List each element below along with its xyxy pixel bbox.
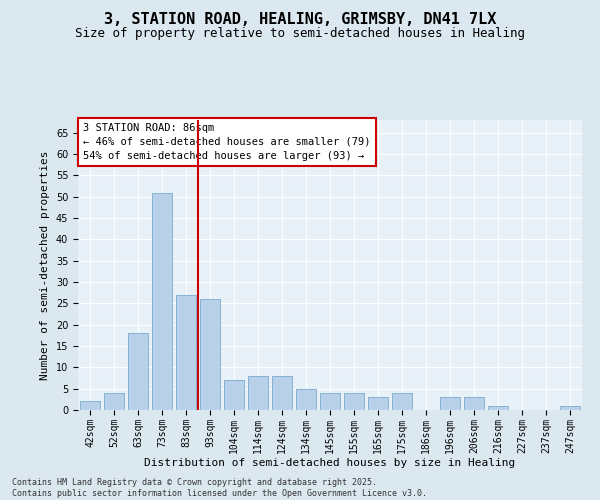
Bar [200, 299, 220, 410]
Bar [488, 406, 508, 410]
Bar [320, 393, 340, 410]
Bar [80, 402, 100, 410]
Bar [248, 376, 268, 410]
Bar [224, 380, 244, 410]
Y-axis label: Number of semi-detached properties: Number of semi-detached properties [40, 150, 50, 380]
Text: 3, STATION ROAD, HEALING, GRIMSBY, DN41 7LX: 3, STATION ROAD, HEALING, GRIMSBY, DN41 … [104, 12, 496, 28]
Bar [272, 376, 292, 410]
Bar [176, 295, 196, 410]
Bar [344, 393, 364, 410]
Text: 3 STATION ROAD: 86sqm
← 46% of semi-detached houses are smaller (79)
54% of semi: 3 STATION ROAD: 86sqm ← 46% of semi-deta… [83, 123, 371, 161]
Bar [560, 406, 580, 410]
Bar [392, 393, 412, 410]
Bar [440, 397, 460, 410]
Bar [464, 397, 484, 410]
Bar [104, 393, 124, 410]
Text: Contains HM Land Registry data © Crown copyright and database right 2025.
Contai: Contains HM Land Registry data © Crown c… [12, 478, 427, 498]
Bar [152, 192, 172, 410]
Bar [368, 397, 388, 410]
Bar [296, 388, 316, 410]
Text: Size of property relative to semi-detached houses in Healing: Size of property relative to semi-detach… [75, 28, 525, 40]
X-axis label: Distribution of semi-detached houses by size in Healing: Distribution of semi-detached houses by … [145, 458, 515, 468]
Bar [128, 333, 148, 410]
